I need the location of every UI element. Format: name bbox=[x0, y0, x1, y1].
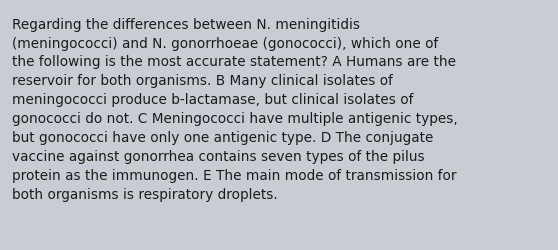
Text: Regarding the differences between N. meningitidis
(meningococci) and N. gonorrho: Regarding the differences between N. men… bbox=[12, 18, 458, 201]
